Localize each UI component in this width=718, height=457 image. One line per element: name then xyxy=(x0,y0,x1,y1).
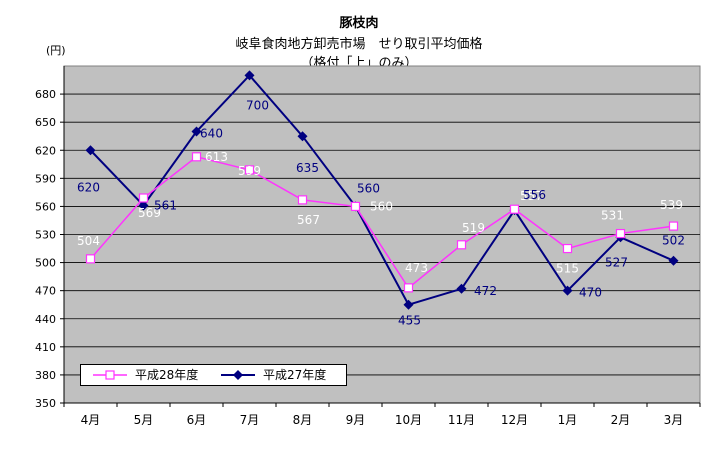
series-1-data-label-11: 539 xyxy=(660,198,683,212)
y-axis-unit-label: (円) xyxy=(46,44,66,57)
series-2-data-label-5: 560 xyxy=(357,181,380,195)
series-1-line xyxy=(89,155,674,289)
series-2-data-label-8: 556 xyxy=(523,188,546,202)
series-1-data-label-10: 531 xyxy=(601,209,624,223)
y-tick-label-470: 470 xyxy=(35,285,56,298)
y-tick-label-410: 410 xyxy=(35,341,56,354)
series-1-data-label-5: 560 xyxy=(370,199,393,213)
y-tick-label-590: 590 xyxy=(35,172,56,185)
series-2-data-label-11: 502 xyxy=(662,234,685,248)
y-tick-label-500: 500 xyxy=(35,257,56,270)
series-2-data-label-4: 635 xyxy=(296,161,319,175)
y-tick-label-620: 620 xyxy=(35,144,56,157)
series-2-point-4 xyxy=(297,131,308,142)
series-1-point-10 xyxy=(615,228,626,239)
x-tick-label-8: 12月 xyxy=(501,413,528,427)
series-2-data-label-1: 561 xyxy=(154,198,177,212)
y-tick-label-680: 680 xyxy=(35,88,56,101)
y-tick-label-650: 650 xyxy=(35,116,56,129)
x-tick-label-3: 7月 xyxy=(240,413,260,427)
series-1-point-7 xyxy=(456,240,467,250)
series-1-data-label-2: 613 xyxy=(205,150,228,164)
series-2-data-label-7: 472 xyxy=(474,284,497,298)
x-tick-label-10: 2月 xyxy=(611,413,631,427)
chart-subtitle: 岐阜食肉地方卸売市場 せり取引平均価格 xyxy=(235,37,483,52)
series-1-data-label-4: 567 xyxy=(297,213,320,227)
series-2-point-0 xyxy=(85,145,96,156)
series-1-data-label-1: 569 xyxy=(138,206,161,220)
series-1-data-label-8: 557 xyxy=(520,189,543,203)
series-2-point-2 xyxy=(191,126,202,137)
series-2-point-11 xyxy=(668,255,679,266)
legend-label-series-1: 平成28年度 xyxy=(135,368,199,382)
series-1-data-label-9: 515 xyxy=(556,262,579,276)
y-tick-label-380: 380 xyxy=(35,369,56,382)
y-tick-label-440: 440 xyxy=(35,313,56,326)
legend: 平成28年度 平成27年度 xyxy=(80,364,347,386)
series-1-point-3 xyxy=(244,165,255,175)
series-1-point-11 xyxy=(668,221,679,231)
series-1-point-6 xyxy=(403,283,414,293)
series-2-data-label-9: 470 xyxy=(579,286,602,300)
legend-marker-series-2 xyxy=(221,370,255,380)
series-2-data-label-2: 640 xyxy=(200,127,223,141)
series-1-point-9 xyxy=(562,243,573,254)
x-tick-label-5: 9月 xyxy=(346,413,366,427)
x-tick-label-1: 5月 xyxy=(134,413,154,427)
y-tick-label-560: 560 xyxy=(35,200,56,213)
series-1-data-label-7: 519 xyxy=(462,221,485,235)
x-tick-label-7: 11月 xyxy=(448,413,475,427)
legend-marker-series-1 xyxy=(93,370,127,380)
series-2-data-label-6: 455 xyxy=(398,314,421,328)
x-tick-label-0: 4月 xyxy=(81,413,101,427)
series-1-data-label-6: 473 xyxy=(405,261,428,275)
x-tick-label-4: 8月 xyxy=(293,413,313,427)
y-tick-label-530: 530 xyxy=(35,229,56,242)
series-2-point-7 xyxy=(456,283,467,294)
x-tick-label-6: 10月 xyxy=(395,413,422,427)
series-1-point-8 xyxy=(509,204,520,214)
series-1-point-2 xyxy=(191,152,202,162)
y-tick-label-350: 350 xyxy=(35,397,56,410)
chart-title: 豚枝肉 xyxy=(339,16,379,31)
series-1-data-label-0: 504 xyxy=(77,234,100,248)
series-2-data-label-10: 527 xyxy=(605,255,628,269)
x-tick-label-9: 1月 xyxy=(558,413,578,427)
series-2-point-3 xyxy=(244,70,255,81)
series-1-point-0 xyxy=(85,254,96,264)
series-1-point-1 xyxy=(138,193,149,203)
series-2-data-label-3: 700 xyxy=(246,98,269,112)
series-2-point-9 xyxy=(562,285,573,296)
series-2-point-1 xyxy=(138,200,149,211)
x-tick-label-11: 3月 xyxy=(664,413,684,427)
series-2-data-label-0: 620 xyxy=(77,180,100,194)
series-1-point-5 xyxy=(350,201,361,212)
legend-label-series-2: 平成27年度 xyxy=(263,368,327,382)
x-tick-label-2: 6月 xyxy=(187,413,207,427)
series-1-data-label-3: 599 xyxy=(238,164,261,178)
series-2-point-6 xyxy=(403,299,414,310)
series-1-point-4 xyxy=(297,195,308,205)
series-2-line xyxy=(89,73,674,306)
